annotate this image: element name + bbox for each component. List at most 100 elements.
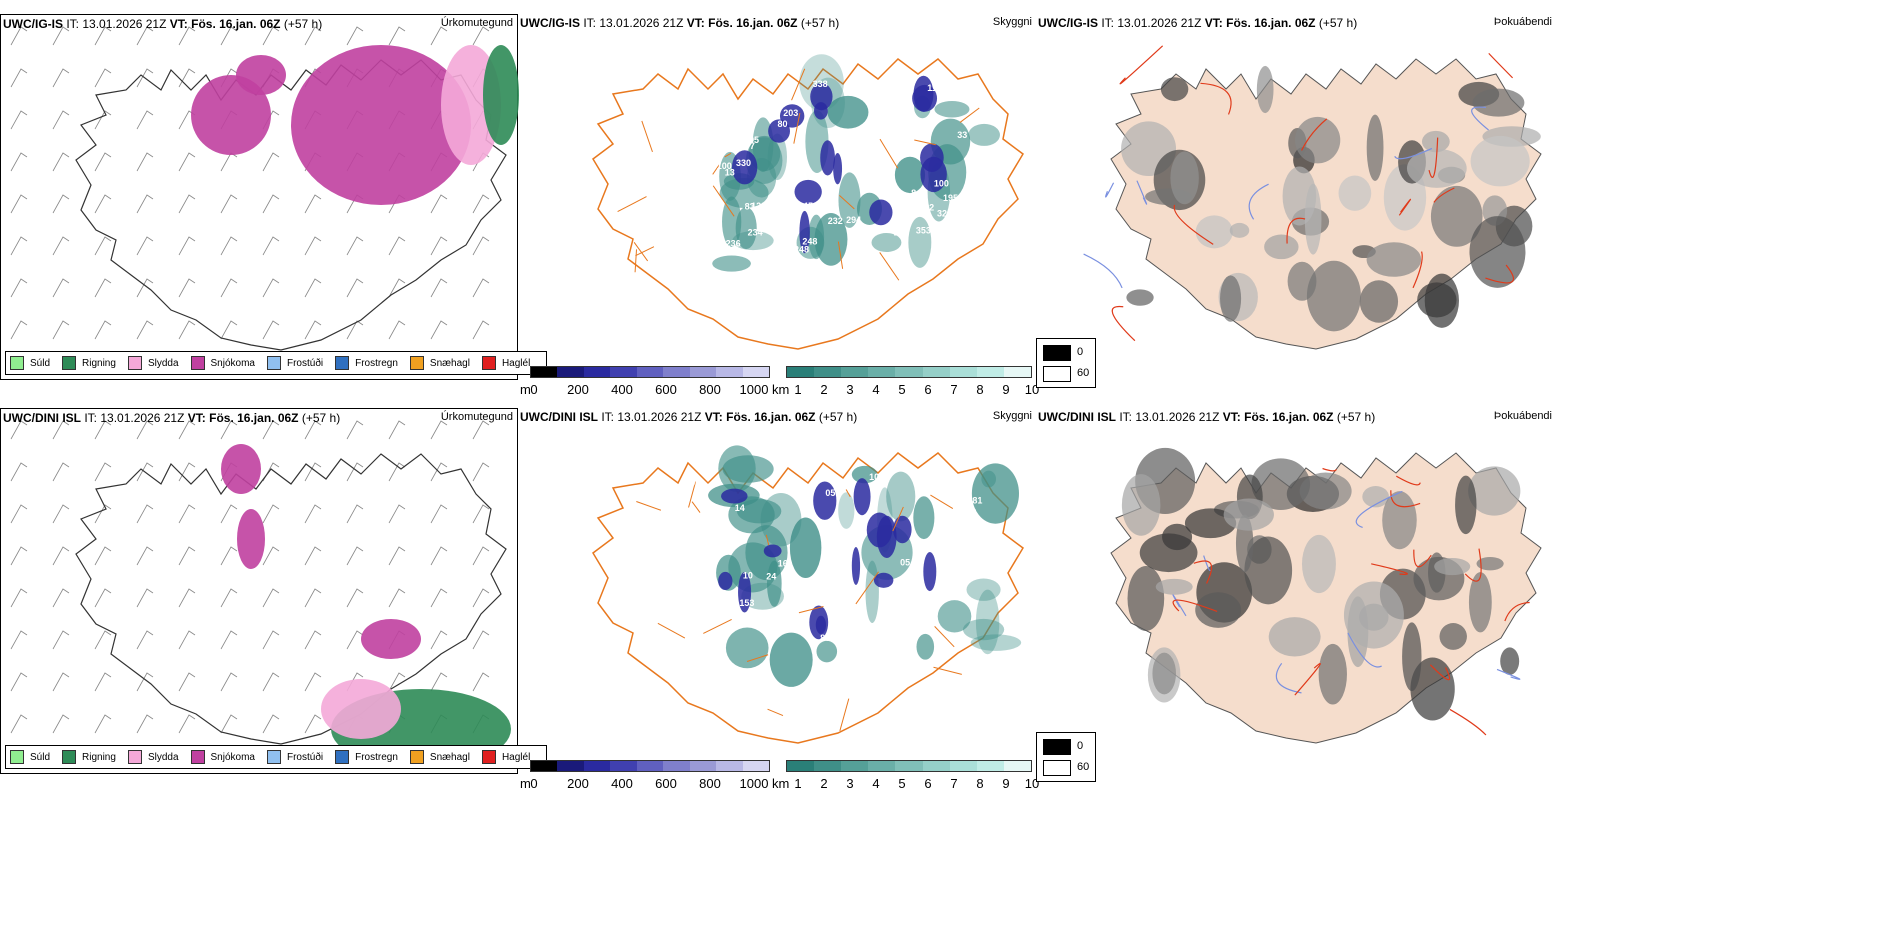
- wind-barb: [304, 320, 322, 340]
- fog-blotch: [1406, 148, 1467, 188]
- legend-item: Slydda: [127, 750, 179, 764]
- cloud-base-label: 248: [794, 245, 809, 255]
- road-line: [1136, 180, 1148, 205]
- precip-area-snow: [221, 444, 261, 494]
- init-time: 13.01.2026 21Z: [1135, 410, 1220, 424]
- wind-barb: [346, 26, 364, 46]
- wind-barb: [220, 194, 238, 214]
- scale-tick: 1: [794, 776, 802, 791]
- fog-blotch: [1417, 282, 1457, 318]
- wind-barb: [178, 672, 196, 692]
- wind-barb: [388, 546, 406, 566]
- wind-barb: [52, 68, 70, 88]
- wind-barb: [304, 630, 322, 650]
- legend-swatch: [190, 356, 205, 370]
- fog-blotch: [1434, 557, 1471, 576]
- precip-area-snow: [236, 55, 286, 95]
- init-time: 13.01.2026 21Z: [599, 16, 684, 30]
- road-line: [633, 241, 649, 262]
- fog-swatch-black: [1043, 345, 1071, 361]
- cloud-base-label: 322: [937, 209, 952, 219]
- cloud-base-label: 84: [911, 188, 921, 198]
- wind-barb: [220, 236, 238, 256]
- visibility-cell: [838, 172, 861, 228]
- road-line: [1172, 599, 1218, 613]
- wind-barb: [10, 320, 28, 340]
- wind-barb: [10, 68, 28, 88]
- scale-tick: 5: [898, 382, 906, 397]
- it-label: IT:: [1101, 16, 1115, 30]
- fog-blotch: [1476, 556, 1504, 571]
- map-panel-1-0: UWC/DINI ISL IT: 13.01.2026 21Z VT: Fös.…: [0, 408, 548, 774]
- wind-barb: [52, 630, 70, 650]
- fog-blotch: [1470, 135, 1530, 187]
- cloud-base-cell: [923, 551, 937, 592]
- precip-type-legend: Súld Rigning Slydda Snjókoma Frostúði Frostre…: [5, 351, 548, 375]
- cloud-base-cell: [876, 515, 897, 559]
- road-line: [1119, 45, 1164, 85]
- wind-barb: [346, 546, 364, 566]
- cloud-base-cell: [813, 481, 837, 520]
- legend-label: Frostregn: [355, 751, 398, 763]
- wind-barb: [94, 420, 112, 440]
- cloud-base-label: 232: [828, 216, 843, 226]
- wind-barb: [430, 504, 448, 524]
- road-line: [703, 618, 732, 634]
- scale-tick: 10: [1024, 382, 1040, 397]
- visibility-scale: km 1 2 3 4 5 6 7 8 9 10: [772, 760, 1039, 794]
- valid-time: Fös. 16.jan. 06Z: [1226, 16, 1316, 30]
- panel-title: UWC/IG-IS IT: 13.01.2026 21Z VT: Fös. 16…: [1038, 16, 1357, 30]
- map-panel-0-1: 46 100 119 77 12 248 495 12 2 93 83 212 100 77 80 13 223…: [518, 14, 1036, 380]
- vt-label: VT:: [1204, 16, 1223, 30]
- road-line: [1488, 52, 1514, 79]
- wind-barb: [136, 714, 154, 734]
- wind-barb: [430, 462, 448, 482]
- visibility-cell: [913, 496, 935, 540]
- road-line: [1449, 708, 1487, 736]
- visibility-cell: [894, 156, 926, 194]
- fog-blotch: [1366, 114, 1384, 181]
- scale-tick: 600: [655, 382, 677, 397]
- wind-barb: [94, 546, 112, 566]
- wind-barb: [220, 546, 238, 566]
- it-label: IT:: [601, 410, 615, 424]
- wind-barb: [430, 630, 448, 650]
- road-line: [1203, 555, 1211, 571]
- cloud-base-label: 18: [800, 489, 810, 499]
- wind-barb: [388, 672, 406, 692]
- wind-barb: [10, 630, 28, 650]
- legend-swatch: [62, 750, 77, 764]
- cloud-base-label: 97: [969, 182, 979, 192]
- precip-area-sleet: [321, 679, 401, 739]
- wind-barb: [346, 420, 364, 440]
- cloud-base-cell: [815, 615, 827, 635]
- precip-area-snow: [291, 45, 471, 205]
- wind-barb: [136, 68, 154, 88]
- wind-barb: [178, 630, 196, 650]
- road-line: [1504, 601, 1530, 622]
- wind-barb: [304, 26, 322, 46]
- wind-barb: [472, 630, 490, 650]
- road-line: [1105, 182, 1115, 198]
- wind-barb: [178, 588, 196, 608]
- cloud-base-label: 203: [783, 108, 798, 118]
- legend-item: Snæhagl: [409, 750, 470, 764]
- wind-barb: [52, 110, 70, 130]
- visibility-cell: [971, 463, 1020, 524]
- visibility-cell: [718, 445, 756, 492]
- fog-blotch: [1220, 275, 1242, 322]
- it-label: IT:: [84, 411, 98, 425]
- fog-blotch: [1306, 260, 1361, 332]
- road-line: [1390, 490, 1421, 508]
- wind-barb: [472, 194, 490, 214]
- wind-barb: [136, 630, 154, 650]
- map-panel-1-2: UWC/DINI ISL IT: 13.01.2026 21Z VT: Fös.…: [1036, 408, 1556, 774]
- panel-title: UWC/IG-IS IT: 13.01.2026 21Z VT: Fös. 16…: [3, 17, 322, 31]
- map-canvas: 46 100 119 77 12 248 495 12 2 93 83 212 100 77 80 13 223…: [592, 54, 1024, 350]
- cloud-base-label: 11: [863, 621, 873, 631]
- road-line: [635, 246, 655, 257]
- wind-barb: [136, 152, 154, 172]
- panel-title: UWC/DINI ISL IT: 13.01.2026 21Z VT: Fös.…: [520, 410, 857, 424]
- fog-blotch: [1382, 491, 1417, 550]
- wind-barb: [430, 194, 448, 214]
